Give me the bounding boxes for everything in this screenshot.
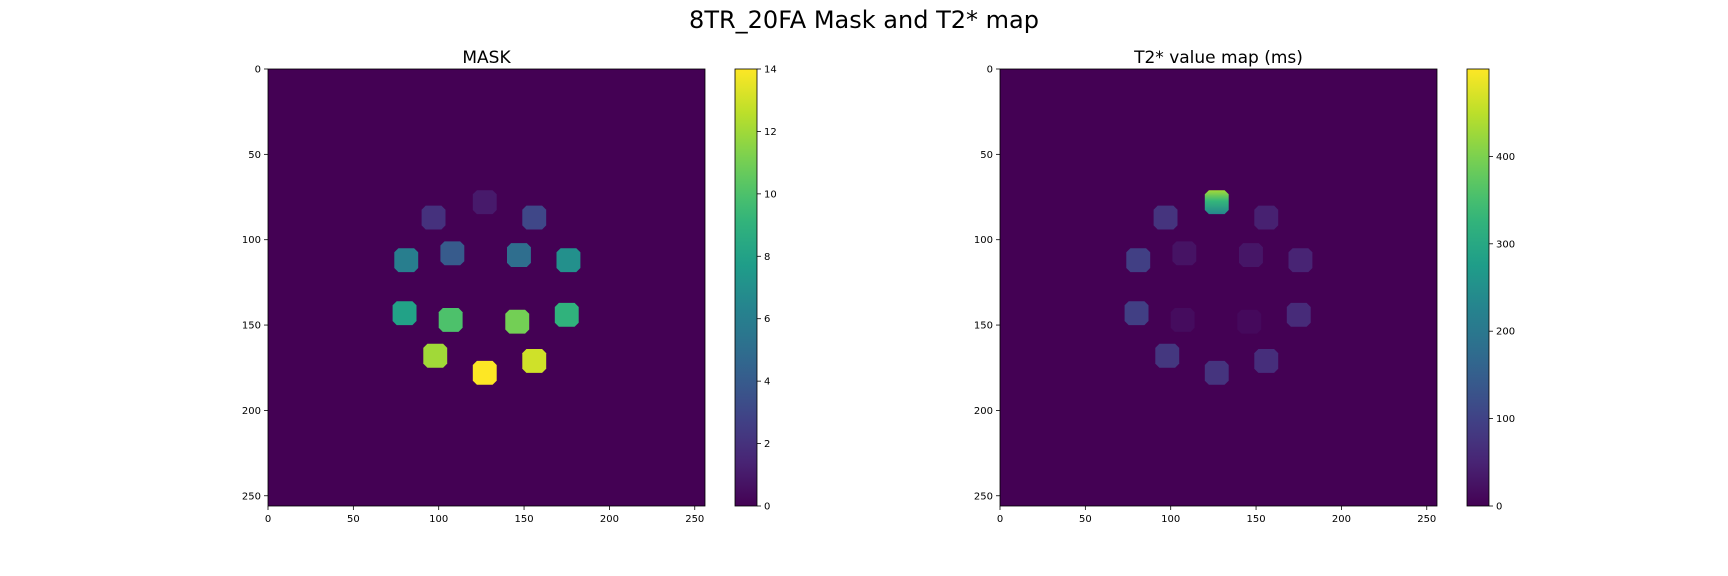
roi-region — [1286, 302, 1311, 327]
panel-title: MASK — [462, 48, 511, 68]
x-tick-label: 150 — [1247, 514, 1266, 525]
roi-region — [440, 241, 465, 266]
colorbar-tick-label: 8 — [764, 252, 770, 263]
heatmap-panel-t2star: 0 50 100 150 200 250 0 50 100 150 200 250 T2* value … — [974, 48, 1515, 525]
colorbar-tick-label: 400 — [1496, 152, 1515, 163]
roi-region — [1126, 248, 1151, 273]
colorbar-tick-label: 12 — [764, 127, 777, 138]
roi-region — [392, 301, 417, 326]
x-tick-label: 150 — [515, 514, 534, 525]
y-tick-label: 150 — [242, 321, 261, 332]
x-tick-label: 100 — [429, 514, 448, 525]
heatmap-background — [268, 69, 705, 506]
colorbar-tick-label: 6 — [764, 314, 770, 325]
x-tick-label: 250 — [685, 514, 704, 525]
roi-region — [1254, 349, 1279, 373]
y-tick-label: 150 — [974, 321, 993, 332]
roi-region — [505, 309, 530, 334]
roi-region — [1170, 308, 1195, 332]
roi-region — [1254, 205, 1279, 230]
figure-title: 8TR_20FA Mask and T2* map — [689, 6, 1039, 34]
roi-region — [522, 205, 547, 230]
roi-region — [554, 302, 579, 327]
colorbar — [1466, 68, 1490, 507]
colorbar-tick-label: 10 — [764, 189, 777, 200]
roi-region — [421, 205, 446, 230]
roi-region — [472, 360, 497, 385]
y-tick-label: 250 — [974, 491, 993, 502]
roi-region — [1155, 343, 1180, 368]
x-tick-label: 50 — [1079, 514, 1092, 525]
roi-region — [1204, 360, 1229, 385]
colorbar-tick-label: 100 — [1496, 414, 1515, 425]
colorbar-tick-label: 300 — [1496, 239, 1515, 250]
colorbar-tick-label: 0 — [764, 502, 770, 513]
roi-region — [1124, 301, 1149, 326]
x-tick-label: 200 — [600, 514, 619, 525]
roi-region — [1239, 243, 1263, 267]
colorbar-tick-label: 200 — [1496, 327, 1515, 338]
y-tick-label: 50 — [980, 150, 993, 161]
roi-region — [1153, 205, 1178, 230]
panel-title: T2* value map (ms) — [1133, 48, 1303, 68]
roi-region — [522, 349, 547, 373]
y-tick-label: 0 — [255, 65, 261, 76]
heatmap-panel-mask: 0 50 100 150 200 250 0 50 100 150 200 250 MASK 0 2 4 6 8 1… — [242, 48, 777, 525]
roi-region — [438, 308, 463, 332]
x-tick-label: 200 — [1332, 514, 1351, 525]
colorbar — [734, 68, 758, 507]
x-tick-label: 0 — [265, 514, 271, 525]
axes-frame — [999, 68, 1438, 507]
roi-region — [507, 243, 531, 267]
y-tick-label: 100 — [242, 235, 261, 246]
roi-region — [1288, 248, 1313, 273]
y-tick-label: 50 — [248, 150, 261, 161]
y-tick-label: 100 — [974, 235, 993, 246]
y-tick-label: 250 — [242, 491, 261, 502]
roi-region — [1204, 190, 1229, 215]
colorbar-tick-label: 0 — [1496, 502, 1502, 513]
roi-region — [1237, 309, 1262, 334]
x-tick-label: 0 — [997, 514, 1003, 525]
y-tick-label: 200 — [242, 406, 261, 417]
colorbar-tick-label: 14 — [764, 65, 777, 76]
roi-region — [423, 343, 448, 368]
roi-region — [556, 248, 581, 273]
axes-frame — [267, 68, 706, 507]
x-tick-label: 50 — [347, 514, 360, 525]
x-tick-label: 100 — [1161, 514, 1180, 525]
x-tick-label: 250 — [1417, 514, 1436, 525]
y-tick-label: 0 — [987, 65, 993, 76]
roi-region — [472, 190, 497, 215]
roi-region — [1172, 241, 1197, 266]
colorbar-tick-label: 2 — [764, 439, 770, 450]
colorbar-tick-label: 4 — [764, 377, 770, 388]
heatmap-background — [1000, 69, 1437, 506]
roi-region — [394, 248, 419, 273]
y-tick-label: 200 — [974, 406, 993, 417]
